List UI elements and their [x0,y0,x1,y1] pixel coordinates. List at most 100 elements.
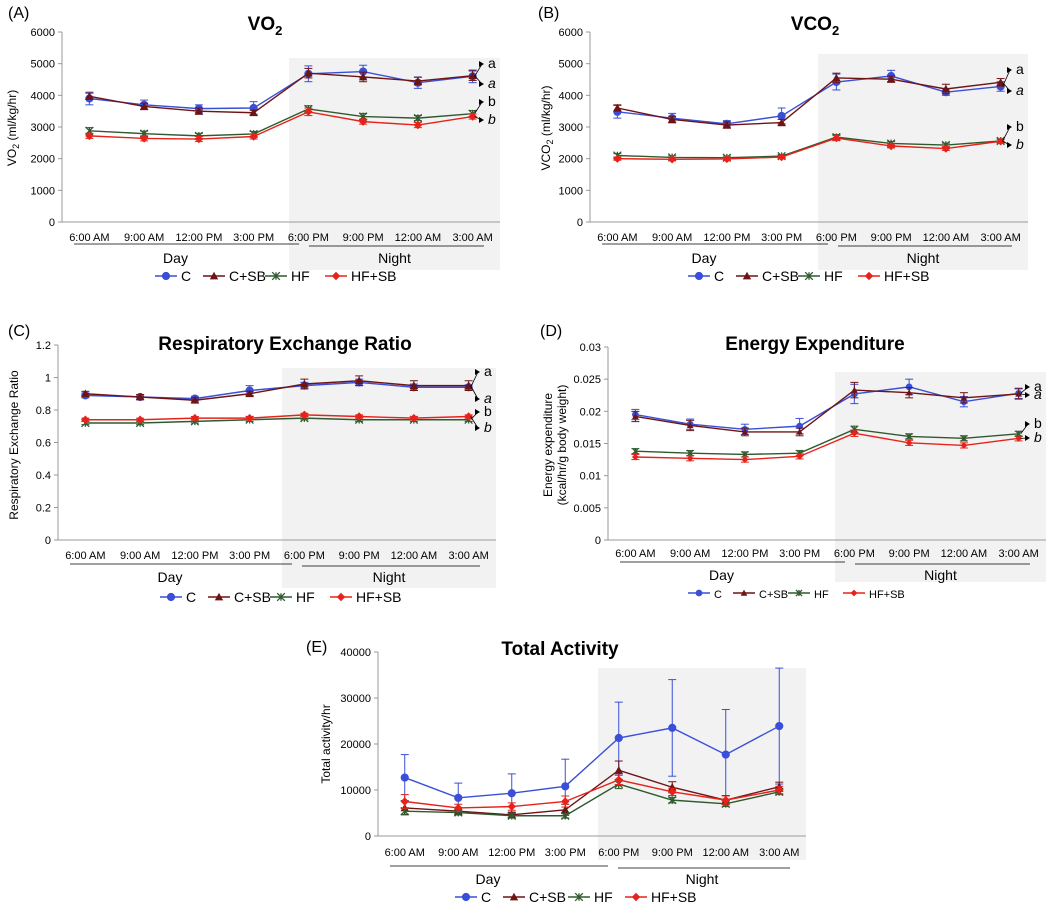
data-point [401,797,409,805]
legend-item-hf-sb: HF+SB [625,889,697,905]
legend-label: HF+SB [869,589,905,601]
legend: C C+SB HF HF+SB [155,268,397,284]
x-tick-label: 9:00 AM [124,232,164,244]
night-label: Night [924,567,957,583]
x-tick-label: 12:00 PM [171,550,218,562]
legend-label: C [714,268,724,284]
legend-item-hf-sb: HF+SB [325,268,397,284]
chart-title-subscript: 2 [832,23,839,38]
data-point [776,722,783,729]
legend-label: HF [814,589,829,601]
y-axis-label-line2: (kcal/hr/g body weight) [555,385,569,506]
x-tick-label: 9:00 PM [652,847,693,859]
panel-label: (A) [8,5,29,22]
x-tick-label: 3:00 AM [448,550,488,562]
x-tick-label: 3:00 PM [229,550,270,562]
y-tick-label: 0.03 [580,342,601,354]
y-axis-label: Energy expenditure(kcal/hr/g body weight… [541,385,569,506]
significance-letter: a [488,55,496,71]
y-tick-label: 0.015 [573,439,601,451]
chart-title: Energy Expenditure [725,334,905,355]
legend-marker [851,590,858,597]
y-tick-label: 2000 [31,154,55,166]
y-axis-label: VCO2 (ml/kg/hr) [539,85,555,170]
y-axis-label-main: VO [5,149,19,166]
legend-label: HF+SB [884,268,930,284]
y-tick-label: 5000 [31,59,55,71]
y-axis-label: VO2 (ml/kg/hr) [5,90,21,166]
legend-item-c-sb: C+SB [203,268,266,284]
legend-marker [167,593,174,600]
legend-label: C+SB [229,268,266,284]
panel-label: (E) [306,639,327,656]
x-tick-label: 6:00 PM [288,232,329,244]
legend-label: HF [594,889,613,905]
chart-title-main: VO [248,14,275,35]
y-tick-label: 0.005 [573,503,601,515]
x-tick-label: 12:00 AM [391,550,437,562]
x-tick-label: 9:00 AM [652,232,692,244]
legend-label: C+SB [234,589,271,605]
y-tick-label: 1 [45,373,51,385]
y-tick-label: 0 [595,535,601,547]
data-point [668,155,676,163]
y-axis-label-main: Total activity/hr [319,704,333,783]
significance-letter: b [484,403,492,419]
chart-title-main: Total Activity [501,639,619,660]
panel-c: (C)Respiratory Exchange RatioRespiratory… [7,323,496,605]
chart-title: Total Activity [501,639,619,660]
legend-item-hf: HF [270,589,315,605]
legend-marker [337,593,345,601]
legend-marker [632,893,640,901]
legend-item-hf: HF [798,268,843,284]
day-label: Day [163,250,188,266]
legend-marker [696,590,702,596]
x-tick-label: 9:00 PM [871,232,912,244]
night-label: Night [907,250,940,266]
legend-label: C [714,589,722,601]
chart-title: VCO2 [791,14,839,38]
significance-letter: b [488,111,496,127]
y-tick-label: 0.8 [36,405,51,417]
data-point [401,774,408,781]
chart-title: VO2 [248,14,283,38]
legend-item-c-sb: C+SB [208,589,271,605]
x-tick-label: 12:00 AM [923,232,969,244]
data-point [455,794,462,801]
legend-item-c: C [160,589,196,605]
chart-title: Respiratory Exchange Ratio [158,334,411,355]
legend-label: C [181,268,191,284]
data-point [669,724,676,731]
chart-title-main: Energy Expenditure [725,334,905,355]
x-tick-label: 3:00 AM [452,232,492,244]
y-tick-label: 3000 [31,122,55,134]
legend-marker [462,893,469,900]
legend-label: C+SB [529,889,566,905]
y-tick-label: 3000 [559,122,583,134]
x-tick-label: 3:00 PM [233,232,274,244]
legend-item-c: C [155,268,191,284]
legend-label: HF+SB [356,589,402,605]
panel-label: (B) [538,5,559,22]
day-label: Day [692,250,717,266]
y-tick-label: 0.6 [36,438,51,450]
legend-label: C [481,889,491,905]
x-tick-label: 3:00 AM [998,548,1038,560]
legend-item-hf-sb: HF+SB [858,268,930,284]
legend-item-hf-sb: HF+SB [330,589,402,605]
y-tick-label: 0.4 [36,470,51,482]
x-tick-label: 9:00 PM [343,232,384,244]
x-tick-label: 6:00 PM [816,232,857,244]
legend-marker [865,272,873,280]
legend-label: HF [291,268,310,284]
legend-marker [332,272,340,280]
legend-item-hf-sb: HF+SB [843,589,905,601]
night-label: Night [686,871,719,887]
x-tick-label: 3:00 AM [759,847,799,859]
x-tick-label: 6:00 AM [597,232,637,244]
